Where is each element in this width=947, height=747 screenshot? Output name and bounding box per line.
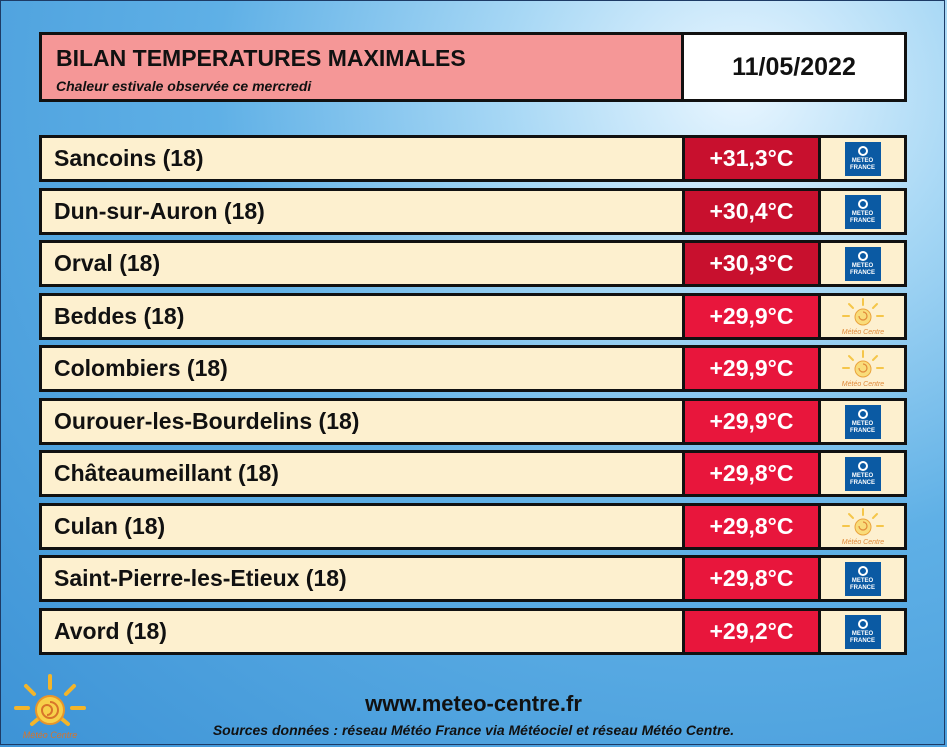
meteo-france-glyph-icon	[857, 145, 868, 156]
meteo-centre-corner-logo: Météo Centre	[14, 674, 86, 740]
max-temperature: +29,2°C	[685, 608, 821, 655]
meteo-centre-logo-icon: Météo Centre	[841, 297, 884, 336]
source-logo-cell: METEO FRANCE	[821, 240, 907, 287]
source-logo-cell: Météo Centre	[821, 345, 907, 392]
table-row: Ourouer-les-Bourdelins (18) +29,9°C METEO F…	[39, 398, 907, 445]
table-row: Avord (18) +29,2°C METEO FRANCE	[39, 608, 907, 655]
meteo-france-logo-line1: METEO	[851, 630, 874, 637]
station-name: Avord (18)	[39, 608, 685, 655]
meteo-france-logo-line2: FRANCE	[850, 217, 875, 224]
meteo-france-logo-icon: METEO FRANCE	[844, 456, 881, 491]
table-row: Culan (18) +29,8°C Météo Centre	[39, 503, 907, 550]
meteo-france-logo-icon: METEO FRANCE	[844, 561, 881, 596]
max-temperature: +31,3°C	[685, 135, 821, 182]
table-row: Orval (18) +30,3°C METEO FRANCE	[39, 240, 907, 287]
station-name: Dun-sur-Auron (18)	[39, 188, 685, 235]
source-logo-cell: METEO FRANCE	[821, 450, 907, 497]
meteo-centre-logo-text: Météo Centre	[841, 381, 884, 388]
meteo-france-glyph-icon	[857, 618, 868, 629]
meteo-france-glyph-icon	[857, 565, 868, 576]
station-name: Orval (18)	[39, 240, 685, 287]
max-temperature: +29,8°C	[685, 503, 821, 550]
meteo-france-logo-line1: METEO	[851, 472, 874, 479]
max-temperature: +29,9°C	[685, 345, 821, 392]
meteo-france-logo-icon: METEO FRANCE	[844, 614, 881, 649]
page-subtitle: Chaleur estivale observée ce mercredi	[56, 78, 312, 94]
max-temperature: +29,8°C	[685, 450, 821, 497]
meteo-france-glyph-icon	[857, 198, 868, 209]
station-name: Beddes (18)	[39, 293, 685, 340]
meteo-france-logo-line2: FRANCE	[850, 427, 875, 434]
meteo-france-glyph-icon	[857, 408, 868, 419]
station-name: Ourouer-les-Bourdelins (18)	[39, 398, 685, 445]
source-logo-cell: METEO FRANCE	[821, 398, 907, 445]
meteo-france-logo-line2: FRANCE	[850, 637, 875, 644]
table-row: Saint-Pierre-les-Etieux (18) +29,8°C METEO…	[39, 555, 907, 602]
table-row: Dun-sur-Auron (18) +30,4°C METEO FRANCE	[39, 188, 907, 235]
table-row: Colombiers (18) +29,9°C Météo Centre	[39, 345, 907, 392]
table-row: Châteaumeillant (18) +29,8°C METEO FRANCE	[39, 450, 907, 497]
meteo-france-glyph-icon	[857, 460, 868, 471]
meteo-france-logo-line1: METEO	[851, 577, 874, 584]
meteo-france-logo-line1: METEO	[851, 420, 874, 427]
table-row: Sancoins (18) +31,3°C METEO FRANCE	[39, 135, 907, 182]
source-logo-cell: Météo Centre	[821, 293, 907, 340]
station-name: Sancoins (18)	[39, 135, 685, 182]
meteo-france-logo-line1: METEO	[851, 210, 874, 217]
station-name: Châteaumeillant (18)	[39, 450, 685, 497]
table-row: Beddes (18) +29,9°C Météo Centre	[39, 293, 907, 340]
meteo-france-logo-line2: FRANCE	[850, 584, 875, 591]
meteo-france-glyph-icon	[857, 250, 868, 261]
station-name: Colombiers (18)	[39, 345, 685, 392]
meteo-france-logo-icon: METEO FRANCE	[844, 194, 881, 229]
max-temperature: +30,3°C	[685, 240, 821, 287]
meteo-centre-logo-icon: Météo Centre	[841, 507, 884, 546]
meteo-centre-logo-text: Météo Centre	[841, 539, 884, 546]
source-logo-cell: METEO FRANCE	[821, 555, 907, 602]
meteo-france-logo-icon: METEO FRANCE	[844, 404, 881, 439]
source-logo-cell: METEO FRANCE	[821, 188, 907, 235]
report-date: 11/05/2022	[732, 52, 856, 81]
max-temperature: +29,8°C	[685, 555, 821, 602]
source-logo-cell: METEO FRANCE	[821, 135, 907, 182]
meteo-france-logo-line1: METEO	[851, 157, 874, 164]
page-title: BILAN TEMPERATURES MAXIMALES	[56, 45, 466, 71]
meteo-centre-logo-icon: Météo Centre	[841, 349, 884, 388]
meteo-centre-corner-logo-text: Météo Centre	[23, 730, 78, 740]
station-name: Saint-Pierre-les-Etieux (18)	[39, 555, 685, 602]
meteo-france-logo-icon: METEO FRANCE	[844, 246, 881, 281]
sources-note: Sources données : réseau Météo France vi…	[212, 722, 735, 738]
meteo-centre-logo-text: Météo Centre	[841, 329, 884, 336]
max-temperature: +30,4°C	[685, 188, 821, 235]
station-name: Culan (18)	[39, 503, 685, 550]
source-logo-cell: Météo Centre	[821, 503, 907, 550]
date-box: 11/05/2022	[684, 32, 907, 102]
max-temperature: +29,9°C	[685, 293, 821, 340]
max-temperature: +29,9°C	[685, 398, 821, 445]
meteo-france-logo-line2: FRANCE	[850, 269, 875, 276]
meteo-france-logo-line2: FRANCE	[850, 164, 875, 171]
site-url[interactable]: www.meteo-centre.fr	[365, 691, 582, 716]
meteo-france-logo-line2: FRANCE	[850, 479, 875, 486]
source-logo-cell: METEO FRANCE	[821, 608, 907, 655]
meteo-france-logo-line1: METEO	[851, 262, 874, 269]
header-title-box: BILAN TEMPERATURES MAXIMALES Chaleur est…	[39, 32, 684, 102]
meteo-france-logo-icon: METEO FRANCE	[844, 141, 881, 176]
